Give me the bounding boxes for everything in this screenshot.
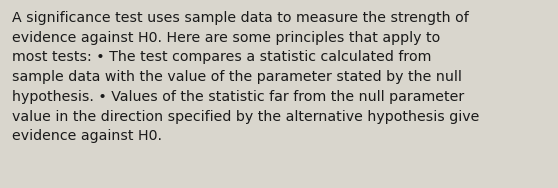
Text: A significance test uses sample data to measure the strength of
evidence against: A significance test uses sample data to … xyxy=(12,11,479,143)
